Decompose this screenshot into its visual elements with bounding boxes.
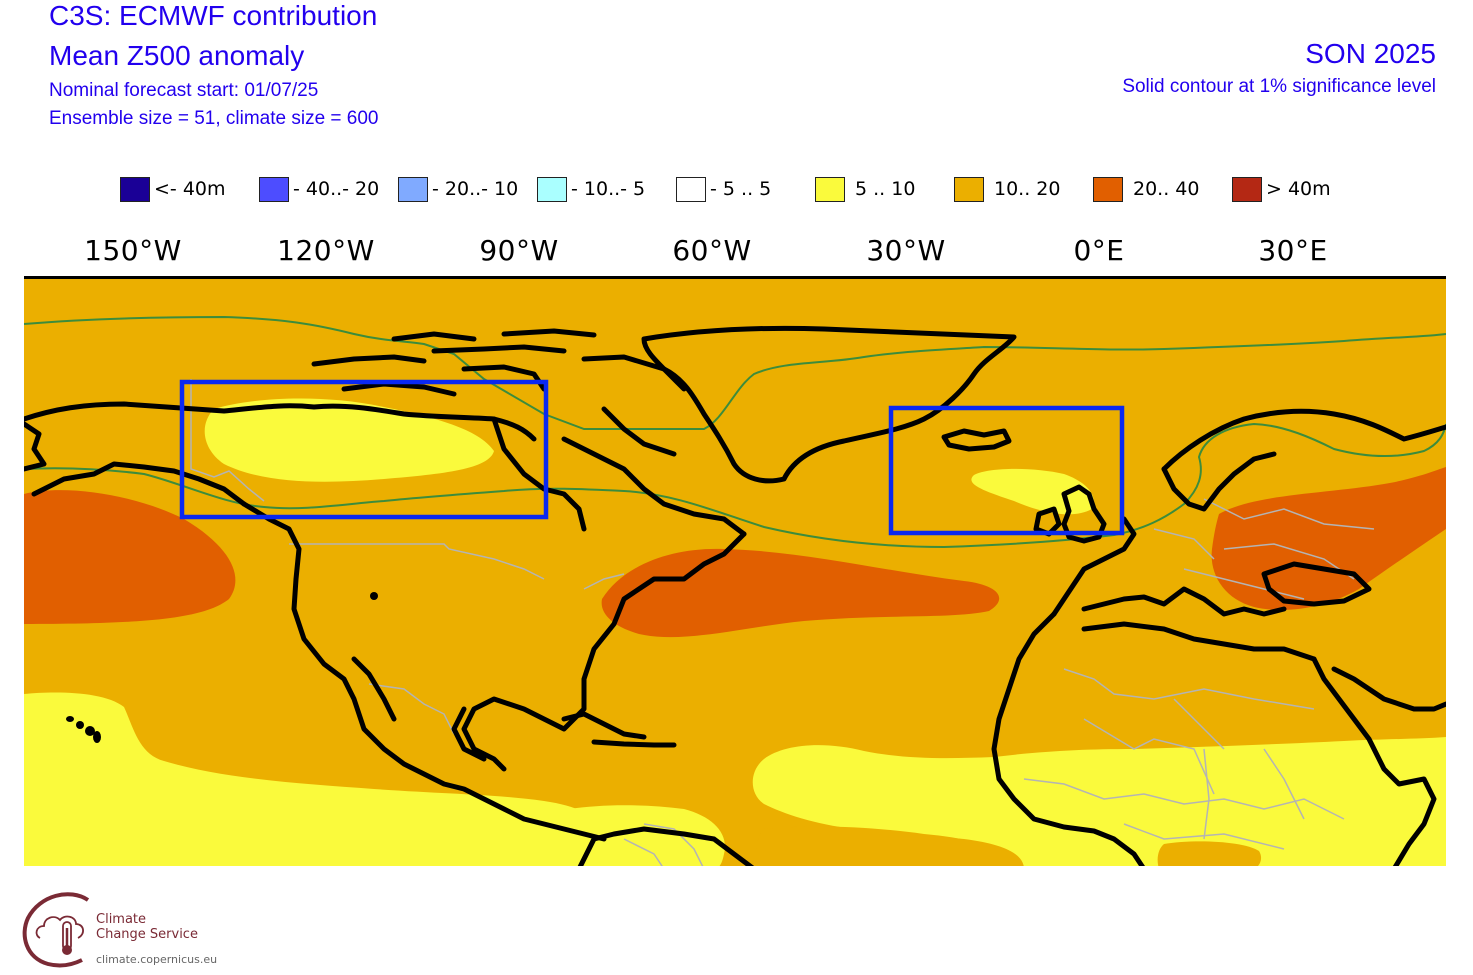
legend-item: 20.. 40 — [1093, 175, 1199, 203]
longitude-label: 60°W — [672, 234, 752, 267]
product-title: C3S: ECMWF contribution — [49, 0, 378, 31]
variable-title: Mean Z500 anomaly — [49, 40, 305, 71]
anomaly-20-40-ne-pacific — [24, 490, 236, 624]
longitude-label: 90°W — [479, 234, 559, 267]
forecast-start: Nominal forecast start: 01/07/25 — [49, 80, 319, 101]
c3s-logo — [20, 890, 280, 970]
coastlines — [24, 325, 1446, 866]
legend-swatch — [120, 176, 150, 202]
legend-item: - 20..- 10 — [398, 175, 518, 203]
legend-label: - 40..- 20 — [293, 178, 380, 200]
significance-note: Solid contour at 1% significance level — [1122, 76, 1436, 97]
longitude-label: 30°W — [866, 234, 946, 267]
forecast-period: SON 2025 — [1305, 38, 1436, 69]
legend-swatch — [1093, 176, 1123, 202]
legend-item: > 40m — [1232, 175, 1331, 203]
longitude-label: 120°W — [277, 234, 375, 267]
longitude-label: 0°E — [1073, 234, 1125, 267]
north-america-box — [179, 379, 549, 520]
ensemble-info: Ensemble size = 51, climate size = 600 — [49, 108, 379, 129]
legend-item: <- 40m — [120, 175, 226, 203]
legend-swatch — [815, 176, 845, 202]
anomaly-5-10-tropical-africa — [752, 737, 1446, 866]
country-borders — [190, 379, 1375, 866]
anomaly-10-20-south-atlantic — [756, 826, 1018, 866]
longitude-axis: 150°W 120°W 90°W 60°W 30°W 0°E 30°E — [0, 234, 1473, 270]
anomaly-5-10-northern-canada — [204, 398, 494, 482]
hawaii-islands — [66, 592, 378, 743]
legend-swatch — [676, 176, 706, 202]
legend-item: - 5 .. 5 — [676, 175, 771, 203]
legend-item: - 40..- 20 — [259, 175, 379, 203]
period-block: SON 2025 Solid contour at 1% significanc… — [1122, 38, 1436, 98]
legend-label: - 5 .. 5 — [710, 178, 772, 200]
longitude-label: 150°W — [84, 234, 182, 267]
legend-label: > 40m — [1266, 178, 1331, 200]
anomaly-map — [24, 276, 1446, 866]
anomaly-5-10-british-isles — [971, 468, 1094, 515]
logo-text-climate: Climate — [96, 912, 147, 927]
legend-swatch — [537, 176, 567, 202]
legend-swatch — [398, 176, 428, 202]
legend-item: 10.. 20 — [954, 175, 1060, 203]
anomaly-5-10-tropical-pacific — [24, 692, 597, 866]
legend-label: <- 40m — [154, 178, 226, 200]
logo-url: climate.copernicus.eu — [96, 953, 218, 966]
legend-label: - 20..- 10 — [432, 178, 519, 200]
north-atlantic-box — [888, 405, 1125, 536]
significance-contours — [24, 315, 1446, 549]
logo-text-change-service: Change Service — [96, 927, 198, 942]
anomaly-5-10-south-america — [569, 805, 725, 866]
legend-label: 5 .. 10 — [855, 178, 916, 200]
legend-label: 20.. 40 — [1133, 178, 1200, 200]
anomaly-10-20-central-africa — [1157, 841, 1262, 866]
legend-label: - 10..- 5 — [571, 178, 646, 200]
legend-swatch — [954, 176, 984, 202]
legend-swatch — [259, 176, 289, 202]
map-canvas — [24, 279, 1446, 866]
anomaly-20-40-nw-atlantic — [601, 548, 1000, 638]
legend-item: 5 .. 10 — [815, 175, 915, 203]
longitude-label: 30°E — [1258, 234, 1328, 267]
legend-swatch — [1232, 176, 1262, 202]
legend-label: 10.. 20 — [994, 178, 1061, 200]
legend-item: - 10..- 5 — [537, 175, 645, 203]
copernicus-logo-icon — [22, 892, 90, 968]
